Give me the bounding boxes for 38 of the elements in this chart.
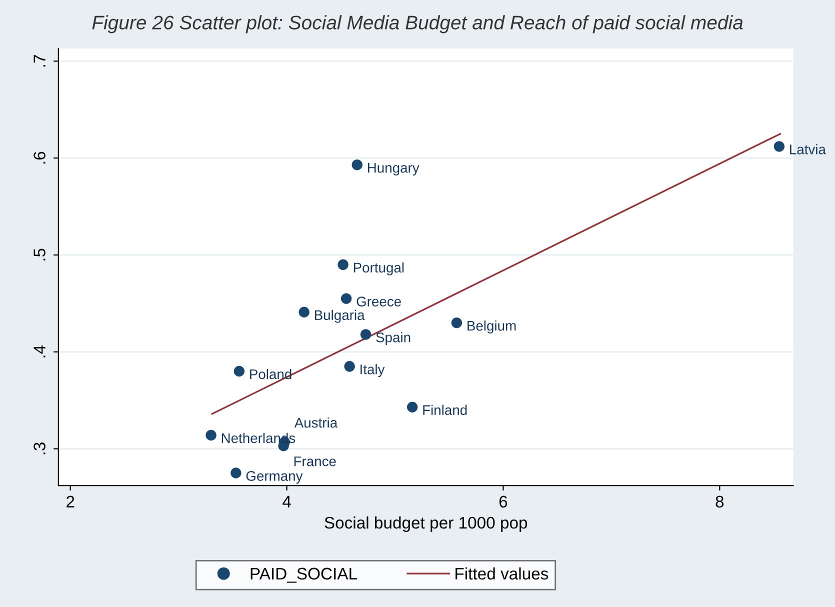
point [451, 317, 462, 328]
annotation: Belgium [468, 320, 516, 334]
point [360, 329, 372, 340]
point [340, 293, 352, 304]
point [352, 159, 362, 170]
point [344, 361, 355, 372]
annotation: France [294, 456, 336, 466]
annotation: Greece [356, 296, 401, 306]
x-tick-label: 4 [282, 496, 291, 508]
annotation: Poland [250, 368, 292, 380]
annotation: Germany [246, 471, 303, 484]
chart-title: Figure 26 Scatter plot: Social Media Budget and Reach of paid social media [92, 15, 743, 34]
annotation: Austria [294, 417, 338, 428]
x-tick-label: 6 [499, 496, 508, 508]
point [406, 402, 418, 412]
y-tick-label: .6 [34, 152, 46, 164]
point [298, 306, 310, 318]
y-tick-label: .7 [34, 55, 46, 67]
y-tick-label: .5 [34, 248, 46, 260]
annotation: Bulgaria [314, 310, 365, 323]
x-axis-title: Social budget per 1000 pop [324, 516, 528, 532]
legend-label: PAID_SOCIAL [250, 568, 357, 583]
point [338, 259, 348, 270]
x-tick-label: 8 [716, 496, 724, 508]
annotation: Hungary [368, 163, 420, 176]
x-tick-label: 2 [66, 496, 74, 508]
annotation: Spain [376, 332, 410, 346]
point [206, 430, 216, 441]
annotation: Finland [423, 404, 467, 415]
point [234, 366, 245, 377]
annotation: Italy [360, 364, 385, 378]
y-tick-label: .3 [34, 442, 46, 454]
point [230, 468, 242, 478]
y-tick-label: .4 [34, 345, 46, 358]
point [774, 141, 785, 152]
legend-label: Fitted values [456, 567, 548, 580]
annotation: Portugal [354, 262, 404, 276]
annotation: Latvia [790, 144, 826, 154]
